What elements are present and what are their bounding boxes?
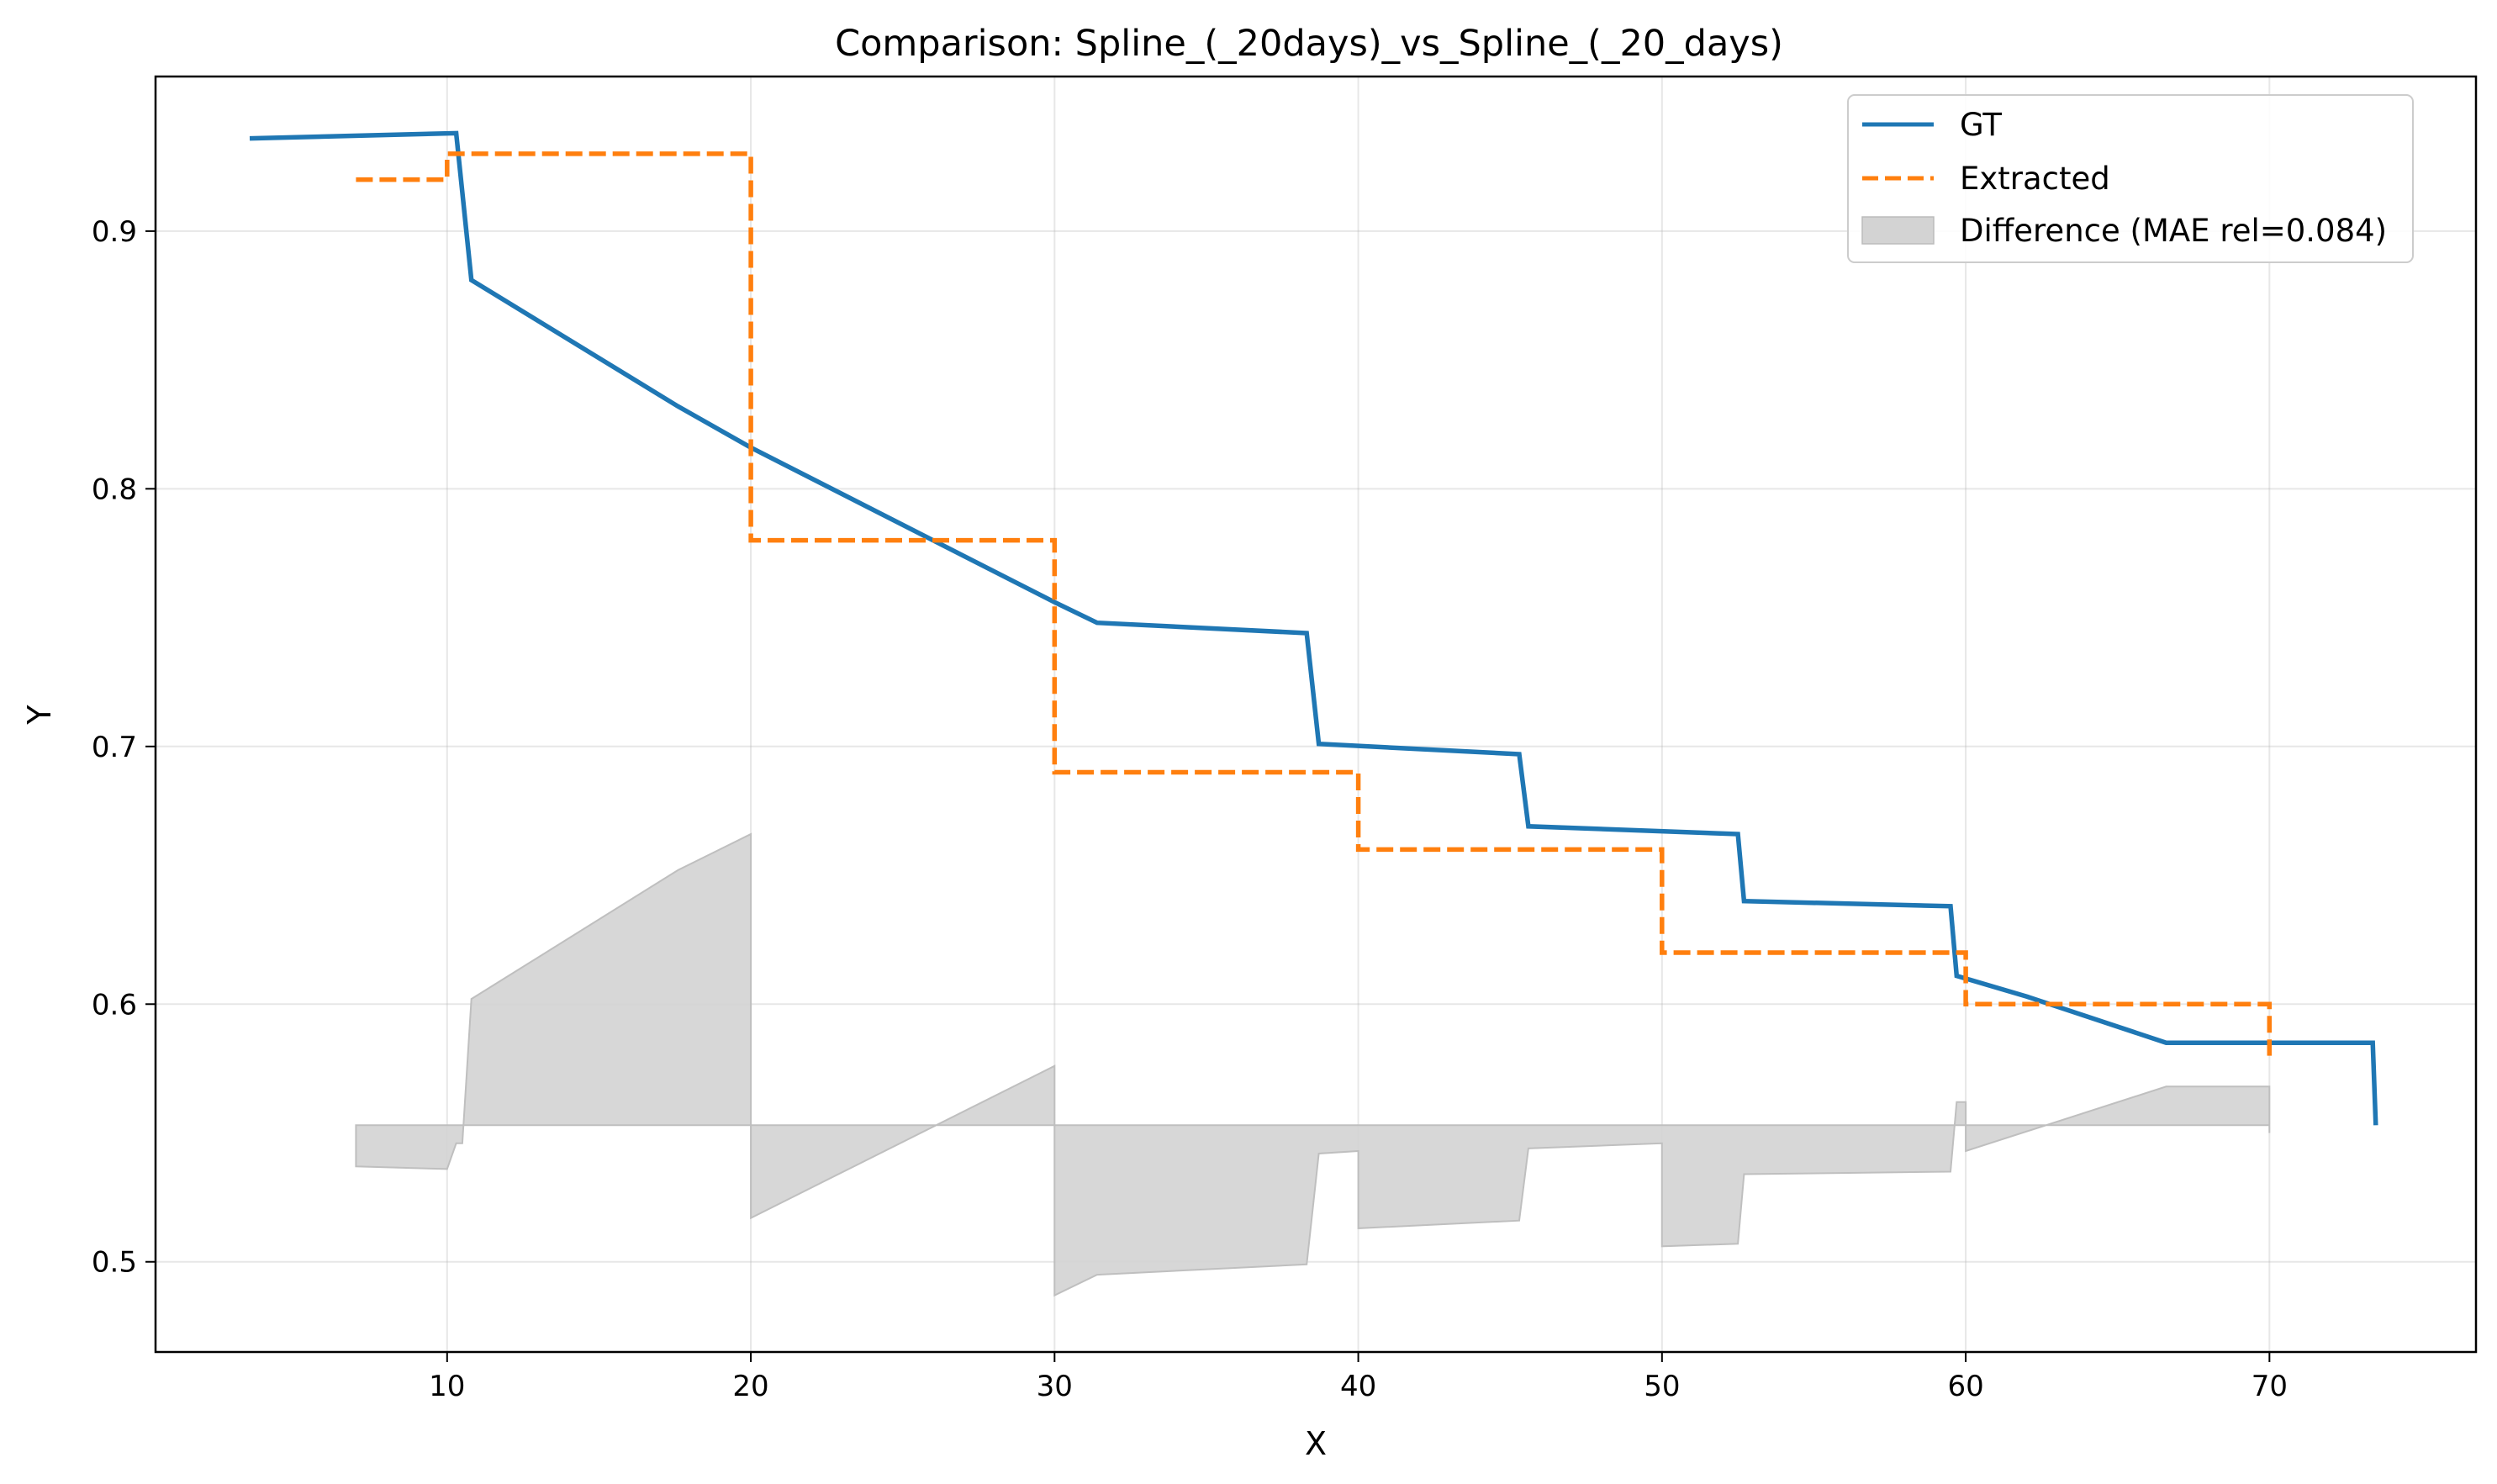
y-tick-label: 0.6 — [92, 988, 137, 1022]
x-axis-ticks: 10 20 30 40 50 60 70 — [429, 1352, 2288, 1403]
difference-fill-area — [355, 832, 2271, 1297]
legend: GT Extracted Difference (MAE rel=0.084) — [1847, 94, 2414, 263]
y-tick-label: 0.7 — [92, 731, 137, 764]
legend-difference-swatch — [1861, 216, 1935, 245]
x-axis-title: X — [1305, 1425, 1327, 1462]
plot-frame — [154, 75, 2478, 1354]
x-tick-label: 70 — [2252, 1370, 2288, 1403]
x-tick-label: 30 — [1037, 1370, 1073, 1403]
legend-gt-label: GT — [1960, 107, 2002, 143]
legend-extracted-label: Extracted — [1960, 161, 2110, 197]
x-tick-label: 40 — [1340, 1370, 1376, 1403]
x-tick-label: 20 — [732, 1370, 768, 1403]
y-axis-title: Y — [21, 705, 58, 726]
chart-title: Comparison: Spline_(_20days)_vs_Spline_(… — [835, 23, 1783, 65]
series-lines — [249, 130, 2378, 1126]
y-tick-label: 0.9 — [92, 215, 137, 249]
y-axis-ticks: 0.5 0.6 0.7 0.8 0.9 — [92, 215, 156, 1280]
difference-area — [355, 832, 2271, 1297]
gt-series-line — [249, 130, 2378, 1126]
extracted-series-line — [356, 151, 2273, 1056]
legend-difference-label: Difference (MAE rel=0.084) — [1960, 213, 2387, 249]
x-tick-label: 60 — [1947, 1370, 1983, 1403]
x-tick-label: 50 — [1644, 1370, 1680, 1403]
x-tick-label: 10 — [429, 1370, 465, 1403]
legend-box — [1847, 94, 2414, 263]
y-tick-label: 0.8 — [92, 473, 137, 506]
y-tick-label: 0.5 — [92, 1246, 137, 1280]
